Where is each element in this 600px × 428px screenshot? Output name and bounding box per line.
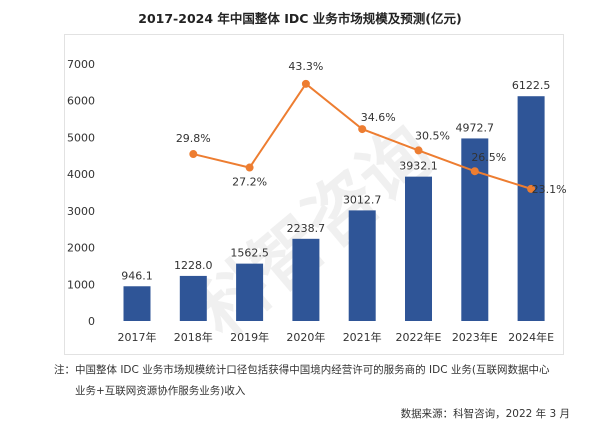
x-tick-label: 2024年E bbox=[508, 330, 554, 344]
growth-point bbox=[358, 125, 367, 134]
bar-value-label: 6122.5 bbox=[512, 79, 551, 92]
x-tick-label: 2021年 bbox=[343, 330, 382, 344]
x-tick-label: 2022年E bbox=[396, 330, 442, 344]
growth-point bbox=[414, 146, 423, 155]
y-tick-label: 1000 bbox=[67, 278, 95, 291]
bar bbox=[179, 275, 207, 321]
bar bbox=[236, 263, 264, 321]
y-tick-label: 2000 bbox=[67, 242, 95, 255]
bar bbox=[348, 210, 376, 321]
growth-point bbox=[301, 79, 310, 88]
bar bbox=[292, 238, 320, 321]
source-text: 数据来源：科智咨询，2022 年 3 月 bbox=[400, 408, 570, 420]
y-tick-label: 5000 bbox=[67, 131, 95, 144]
plot-frame bbox=[64, 34, 564, 355]
chart-title: 2017-2024 年中国整体 IDC 业务市场规模及预测(亿元) bbox=[138, 11, 462, 26]
y-tick-label: 0 bbox=[88, 315, 95, 328]
bar bbox=[517, 96, 545, 321]
growth-label: 26.5% bbox=[471, 151, 506, 164]
y-tick-label: 3000 bbox=[67, 205, 95, 218]
growth-label: 27.2% bbox=[232, 176, 267, 189]
x-tick-label: 2023年E bbox=[452, 330, 498, 344]
growth-point bbox=[245, 163, 254, 172]
bar bbox=[123, 286, 151, 321]
x-tick-label: 2020年 bbox=[286, 330, 325, 344]
x-tick-label: 2017年 bbox=[118, 330, 157, 344]
growth-point bbox=[189, 150, 198, 159]
growth-label: 34.6% bbox=[361, 111, 396, 124]
growth-label: 29.8% bbox=[176, 132, 211, 145]
bar bbox=[405, 176, 432, 321]
growth-label: 23.1% bbox=[532, 183, 567, 196]
note-line-1: 注：中国整体 IDC 业务市场规模统计口径包括获得中国境内经营许可的服务商的 I… bbox=[54, 364, 550, 376]
growth-label: 30.5% bbox=[415, 129, 450, 142]
bar-value-label: 3012.7 bbox=[343, 193, 382, 206]
bar-value-label: 3932.1 bbox=[399, 160, 438, 173]
note-line-2: 业务+互联网资源协作服务业务)收入 bbox=[75, 385, 246, 397]
bar-value-label: 2238.7 bbox=[287, 222, 326, 235]
bar bbox=[461, 138, 489, 321]
growth-label: 43.3% bbox=[288, 60, 323, 73]
y-tick-label: 6000 bbox=[67, 95, 95, 108]
x-tick-label: 2019年 bbox=[230, 330, 269, 344]
growth-point bbox=[470, 167, 479, 176]
bar-value-label: 1228.0 bbox=[174, 259, 213, 272]
x-tick-label: 2018年 bbox=[174, 330, 213, 344]
bar-value-label: 1562.5 bbox=[230, 247, 269, 260]
bar-value-label: 946.1 bbox=[121, 269, 153, 282]
y-tick-label: 7000 bbox=[67, 58, 95, 71]
growth-point bbox=[527, 184, 536, 193]
bar-value-label: 4972.7 bbox=[456, 121, 495, 134]
y-tick-label: 4000 bbox=[67, 168, 95, 181]
